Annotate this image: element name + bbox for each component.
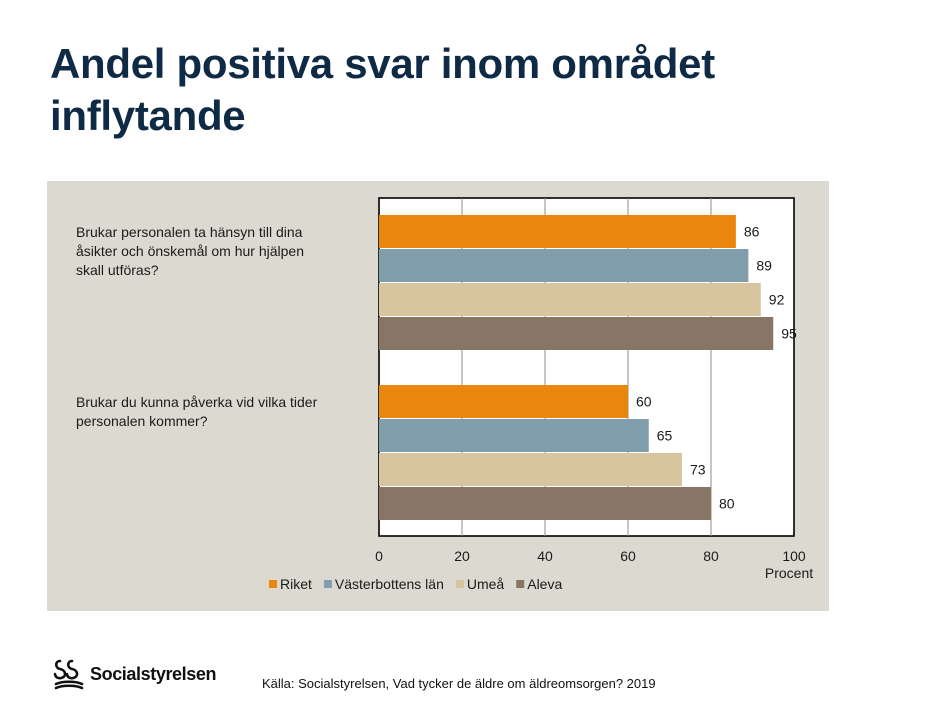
- bar: [379, 283, 761, 316]
- bar: [379, 317, 774, 350]
- data-label: 86: [744, 224, 760, 240]
- category-label: åsikter och önskemål om hur hjälpen: [76, 243, 304, 259]
- category-label: skall utföras?: [76, 262, 159, 278]
- x-tick-label: 80: [703, 548, 719, 564]
- bar: [379, 215, 736, 248]
- legend-label: Västerbottens län: [335, 576, 444, 592]
- chart-panel: 86 89 92 95 Brukar personalen ta hänsyn till…: [47, 181, 829, 611]
- data-label: 80: [719, 496, 735, 512]
- bar: [379, 385, 628, 418]
- legend-swatch: [455, 580, 464, 588]
- legend-label: Umeå: [467, 576, 505, 592]
- source-note: Källa: Socialstyrelsen, Vad tycker de äl…: [262, 676, 656, 691]
- data-label: 89: [756, 258, 772, 274]
- x-tick-label: 60: [620, 548, 636, 564]
- category-label: Brukar personalen ta hänsyn till dina: [76, 224, 303, 240]
- page-title: Andel positiva svar inom området inflyta…: [50, 40, 715, 139]
- x-axis-title: Procent: [765, 565, 813, 581]
- bar-chart: 86 89 92 95 Brukar personalen ta hänsyn till…: [76, 197, 813, 592]
- x-tick-label: 0: [375, 548, 383, 564]
- socialstyrelsen-logo: Socialstyrelsen: [52, 656, 216, 692]
- legend-label: Aleva: [527, 576, 562, 592]
- data-label: 65: [657, 428, 673, 444]
- logo-emblem-icon: [53, 659, 84, 690]
- data-label: 92: [769, 292, 785, 308]
- logo-text: Socialstyrelsen: [90, 663, 217, 684]
- legend-swatch: [516, 580, 525, 588]
- data-label: 95: [781, 326, 797, 342]
- category-label: Brukar du kunna påverka vid vilka tider: [76, 394, 318, 410]
- legend-swatch: [269, 580, 277, 588]
- data-label: 73: [690, 462, 706, 478]
- legend-label: Riket: [280, 576, 312, 592]
- bar: [379, 249, 749, 282]
- category-label: personalen kommer?: [76, 413, 208, 429]
- x-tick-label: 100: [782, 548, 806, 564]
- x-tick-label: 40: [537, 548, 553, 564]
- x-tick-label: 20: [454, 548, 470, 564]
- bar: [379, 487, 711, 520]
- bar: [379, 419, 649, 452]
- legend-swatch: [323, 580, 332, 588]
- bar: [379, 453, 682, 486]
- data-label: 60: [636, 394, 652, 410]
